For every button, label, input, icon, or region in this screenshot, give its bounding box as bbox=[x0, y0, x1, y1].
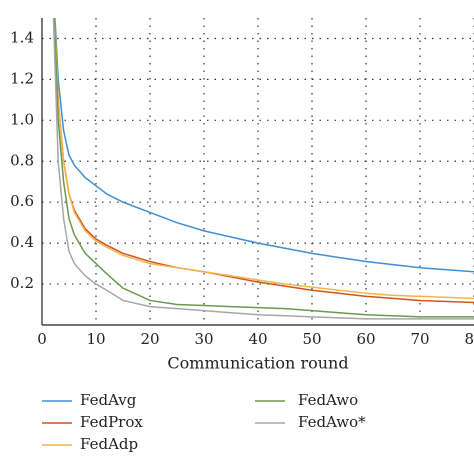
series-line bbox=[53, 18, 474, 318]
y-tick-label: 1.0 bbox=[10, 110, 34, 128]
legend-label: FedAwo bbox=[298, 391, 358, 409]
y-tick-label: 0.4 bbox=[10, 233, 34, 251]
series-line bbox=[53, 18, 474, 300]
x-tick-label: 40 bbox=[248, 330, 267, 348]
plot-area bbox=[52, 18, 474, 320]
y-tick-label: 1.4 bbox=[10, 28, 34, 46]
legend-label: FedAvg bbox=[80, 391, 137, 409]
x-tick-label: 20 bbox=[140, 330, 159, 348]
x-tick-label: 10 bbox=[86, 330, 105, 348]
series-line bbox=[54, 18, 474, 273]
x-tick-label: 70 bbox=[410, 330, 429, 348]
series-line bbox=[52, 18, 474, 320]
x-axis-label: Communication round bbox=[167, 354, 348, 373]
legend-label: FedAdp bbox=[80, 435, 138, 453]
x-tick-label: 50 bbox=[302, 330, 321, 348]
y-tick-label: 0.6 bbox=[10, 192, 34, 210]
legend-label: FedAwo* bbox=[298, 413, 366, 431]
x-tick-label: 0 bbox=[37, 330, 47, 348]
y-tick-label: 1.2 bbox=[10, 69, 34, 87]
legend-label: FedProx bbox=[80, 413, 143, 431]
x-tick-label: 80 bbox=[464, 330, 474, 348]
x-tick-label: 30 bbox=[194, 330, 213, 348]
y-tick-label: 0.2 bbox=[10, 274, 34, 292]
series-line bbox=[53, 18, 474, 304]
y-tick-label: 0.8 bbox=[10, 151, 34, 169]
x-tick-label: 60 bbox=[356, 330, 375, 348]
